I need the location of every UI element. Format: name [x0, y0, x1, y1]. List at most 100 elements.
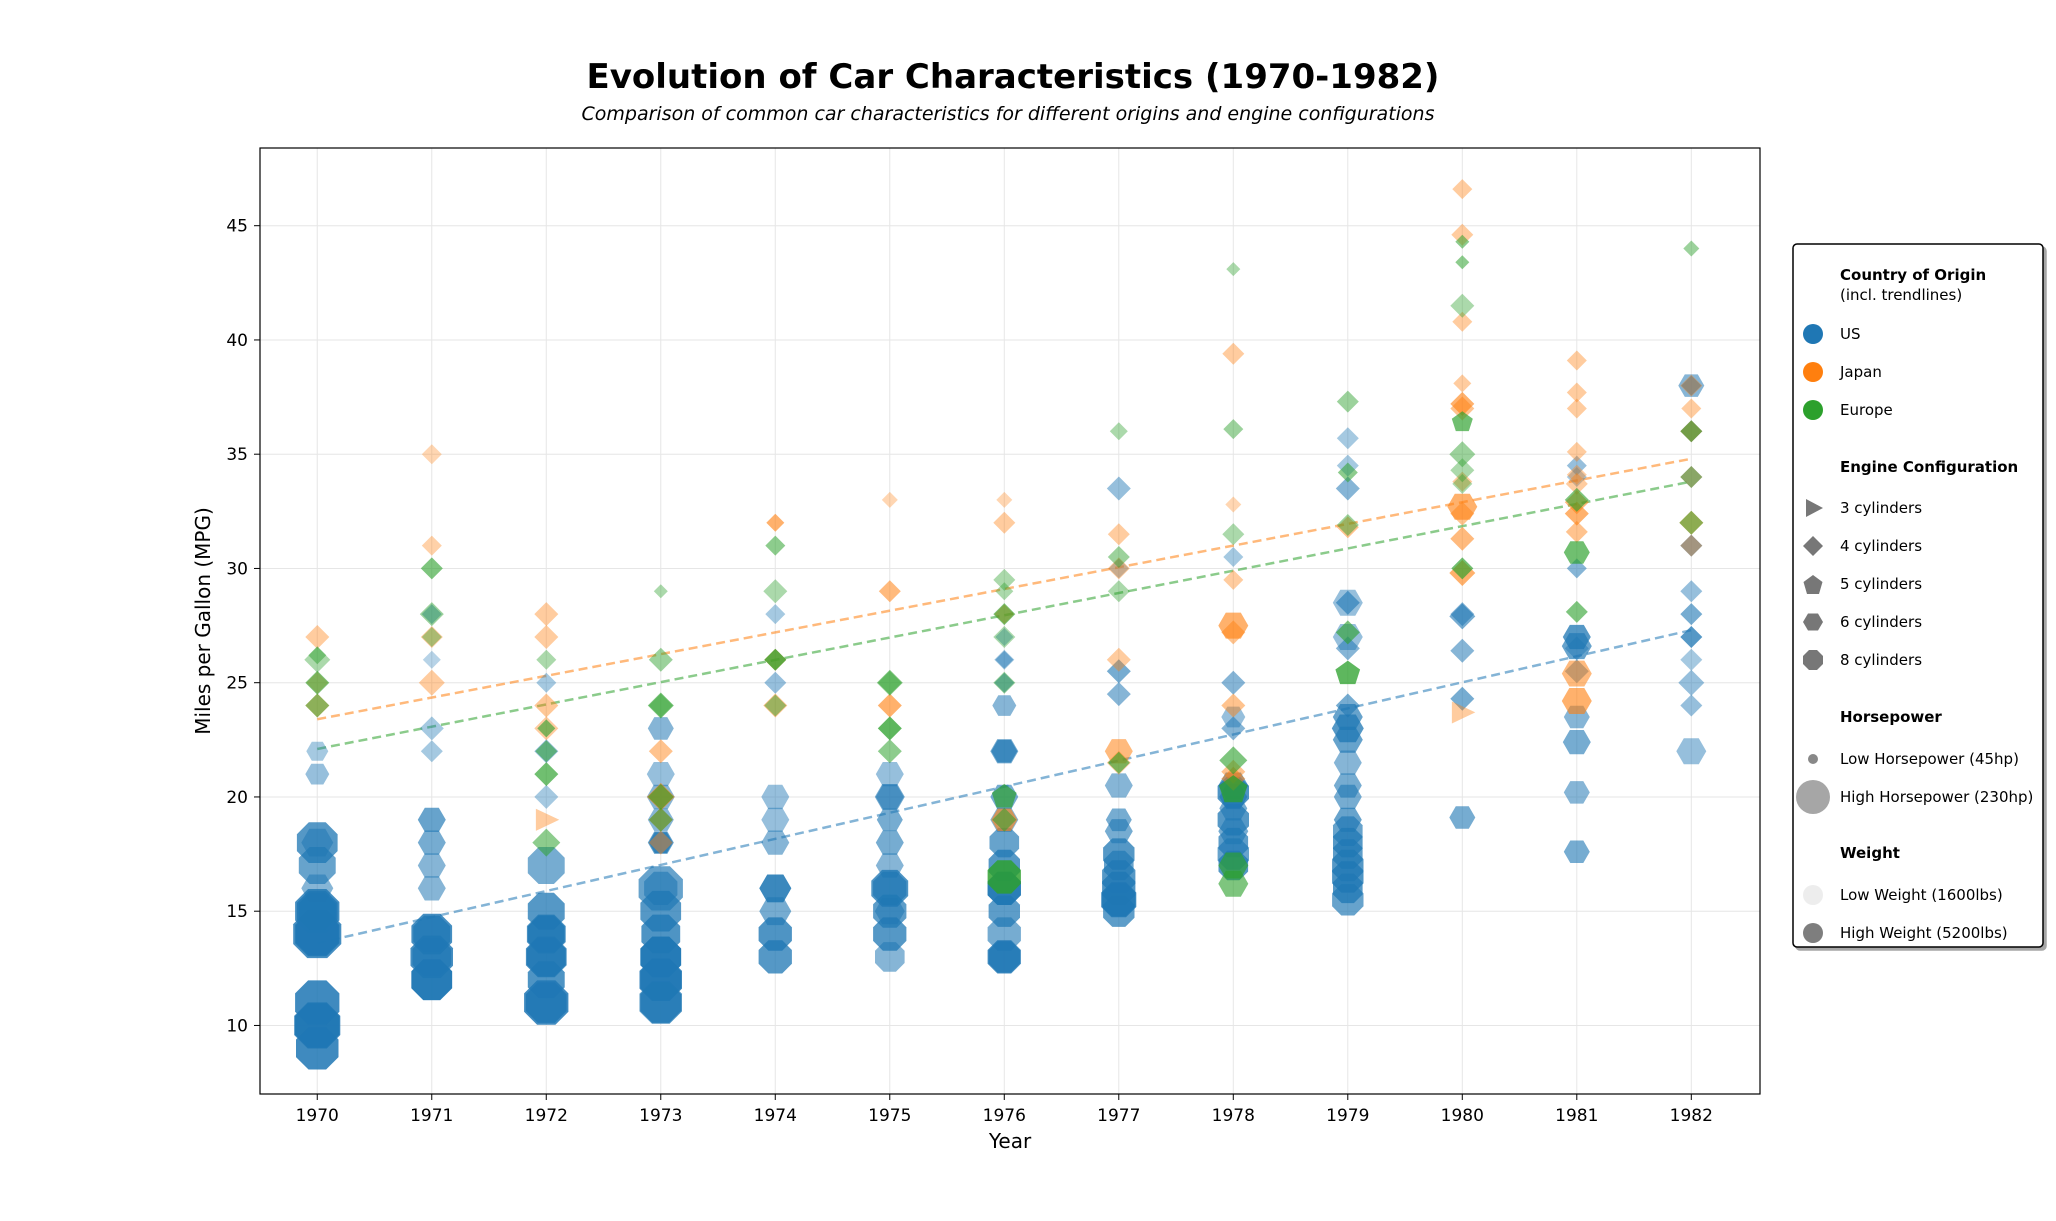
- data-point-europe: [1226, 262, 1241, 277]
- data-point-japan: [534, 625, 559, 649]
- data-point-japan: [766, 513, 785, 532]
- legend-box: [1792, 243, 2044, 948]
- data-point-europe: [1336, 390, 1359, 413]
- data-point-europe: [420, 557, 443, 580]
- data-point-us: [417, 807, 446, 832]
- x-tick-label: 1978: [1212, 1106, 1255, 1126]
- data-point-europe: [1336, 514, 1359, 536]
- data-point-us: [991, 740, 1018, 763]
- data-point-us: [1566, 455, 1587, 476]
- legend-6cyl-marker: [1803, 613, 1823, 631]
- data-point-us: [1449, 806, 1476, 829]
- legend-high-weight-marker: [1803, 923, 1823, 943]
- legend-low-weight-label: Low Weight (1600lbs): [1840, 886, 2003, 904]
- data-point-japan: [1218, 612, 1249, 639]
- data-point-us: [298, 847, 336, 884]
- data-point-europe: [648, 807, 673, 832]
- data-point-europe: [1452, 473, 1473, 494]
- data-point-europe: [1455, 255, 1470, 270]
- data-point-japan: [534, 693, 559, 718]
- data-point-us: [875, 762, 904, 787]
- legend-origin-title: Country of Origin: [1840, 266, 1986, 284]
- legend-weight-title: Weight: [1840, 844, 1900, 862]
- data-point-europe: [1679, 510, 1704, 535]
- data-point-us: [876, 808, 903, 832]
- data-point-japan: [996, 491, 1013, 508]
- data-point-japan: [1450, 391, 1475, 416]
- data-point-japan: [1680, 534, 1703, 557]
- data-point-europe: [763, 579, 788, 604]
- data-point-us: [1106, 476, 1131, 501]
- data-point-us: [1680, 580, 1703, 603]
- data-point-us: [874, 898, 905, 925]
- y-axis-label: Miles per Gallon (MPG): [191, 507, 215, 735]
- data-point-us: [306, 741, 329, 761]
- data-point-europe: [1451, 557, 1474, 580]
- legend-high-hp-marker: [1796, 780, 1830, 814]
- data-point-us: [1680, 534, 1703, 557]
- legend-low-hp-marker: [1808, 754, 1818, 764]
- x-tick-label: 1972: [525, 1106, 568, 1126]
- data-point-us: [873, 917, 907, 951]
- data-point-us: [295, 980, 340, 1025]
- data-point-us: [1335, 636, 1360, 661]
- data-point-japan: [1450, 501, 1475, 526]
- data-point-us: [1335, 590, 1360, 615]
- x-tick-label: 1973: [639, 1106, 682, 1126]
- data-point-us: [1562, 730, 1591, 755]
- data-point-europe: [877, 739, 902, 764]
- data-point-japan: [1564, 501, 1589, 526]
- data-point-europe: [421, 627, 442, 647]
- legend-3cyl-marker: [1806, 499, 1823, 517]
- data-point-japan: [1453, 374, 1472, 393]
- data-point-us: [1563, 840, 1590, 863]
- x-axis-ticks: 1970 1971 1972 1973 1974 1975 1976 1977 1978 1979…: [296, 1094, 1713, 1126]
- data-point-japan: [993, 511, 1016, 534]
- data-point-us: [989, 827, 1020, 858]
- data-point-us: [527, 847, 565, 884]
- data-point-europe: [991, 783, 1017, 808]
- data-point-europe: [1450, 458, 1475, 483]
- data-point-japan: [1107, 557, 1130, 580]
- y-tick-label: 30: [226, 559, 248, 579]
- data-point-japan: [534, 602, 559, 627]
- data-point-japan: [1451, 701, 1476, 724]
- legend-hp-title: Horsepower: [1840, 708, 1942, 726]
- data-point-europe: [1107, 546, 1130, 568]
- x-tick-label: 1976: [983, 1106, 1026, 1126]
- data-point-us: [995, 628, 1014, 646]
- data-point-europe: [1563, 541, 1590, 564]
- data-point-europe: [1218, 870, 1249, 897]
- data-point-japan: [1221, 693, 1246, 718]
- data-point-japan: [1681, 398, 1702, 419]
- data-point-europe: [993, 603, 1016, 626]
- data-point-us: [1106, 659, 1131, 684]
- data-point-japan: [1107, 523, 1130, 546]
- x-axis-label: Year: [988, 1129, 1032, 1153]
- legend-8cyl-marker: [1803, 650, 1823, 670]
- data-point-japan: [421, 535, 442, 556]
- data-point-us: [1108, 558, 1129, 579]
- data-point-us: [1680, 603, 1703, 626]
- legend-origin-subtitle: (incl. trendlines): [1840, 286, 1962, 304]
- data-point-europe: [305, 670, 330, 695]
- x-tick-label: 1982: [1670, 1106, 1713, 1126]
- data-point-us: [1336, 427, 1359, 450]
- x-tick-label: 1970: [296, 1106, 339, 1126]
- legend-8cyl-label: 8 cylinders: [1840, 651, 1922, 669]
- legend-5cyl-marker: [1803, 575, 1823, 594]
- data-point-japan: [1680, 466, 1703, 488]
- data-point-japan: [1565, 472, 1588, 495]
- y-axis-ticks: 10 15 20 25 30 35 40 45: [226, 217, 260, 1036]
- y-tick-label: 40: [226, 331, 248, 351]
- data-point-us: [296, 1027, 339, 1070]
- data-point-japan: [1447, 493, 1478, 520]
- legend-low-hp-label: Low Horsepower (45hp): [1840, 750, 2019, 768]
- data-point-europe: [1683, 240, 1700, 257]
- data-point-japan: [1223, 569, 1244, 590]
- data-point-us: [758, 940, 792, 974]
- y-tick-label: 45: [226, 217, 248, 237]
- data-point-europe: [1107, 580, 1130, 603]
- data-point-us: [417, 876, 446, 901]
